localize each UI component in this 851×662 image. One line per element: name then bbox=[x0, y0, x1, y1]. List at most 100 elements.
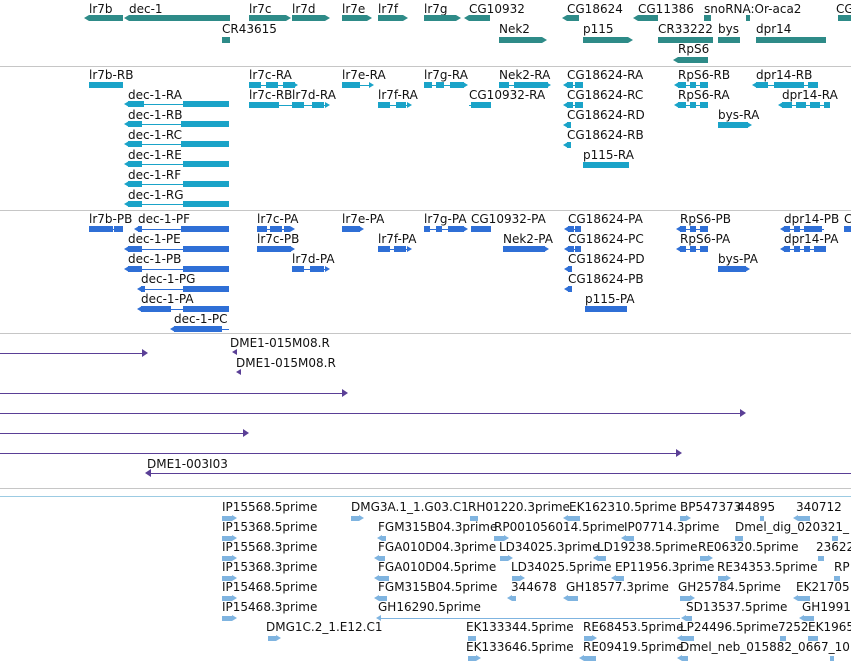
exon-glyph[interactable] bbox=[342, 82, 360, 88]
gene-glyph[interactable] bbox=[718, 37, 740, 43]
exon-glyph[interactable] bbox=[678, 102, 686, 108]
gene-glyph[interactable] bbox=[89, 15, 123, 21]
exon-glyph[interactable] bbox=[183, 306, 229, 312]
est-glyph[interactable] bbox=[379, 556, 385, 561]
gene-glyph[interactable] bbox=[638, 15, 658, 21]
est-glyph[interactable] bbox=[468, 636, 476, 641]
feature-label[interactable]: RH01220.3prime bbox=[468, 500, 570, 514]
feature-label[interactable]: snoRNA:Or-aca2 bbox=[704, 2, 802, 16]
est-glyph[interactable] bbox=[682, 656, 688, 661]
feature-label[interactable]: GH16290.5prime bbox=[378, 600, 481, 614]
exon-glyph[interactable] bbox=[128, 181, 142, 187]
feature-label[interactable]: dec-1-PB bbox=[128, 252, 182, 266]
feature-label[interactable]: FGA010D04.3prime bbox=[378, 540, 497, 554]
exon-glyph[interactable] bbox=[114, 226, 123, 232]
est-glyph[interactable] bbox=[584, 636, 592, 641]
feature-label[interactable]: EK133344.5prime bbox=[466, 620, 574, 634]
exon-glyph[interactable] bbox=[310, 266, 324, 272]
exon-glyph[interactable] bbox=[718, 266, 746, 272]
feature-label[interactable]: GH25784.5prime bbox=[678, 580, 781, 594]
exon-glyph[interactable] bbox=[183, 266, 229, 272]
exon-glyph[interactable] bbox=[567, 82, 573, 88]
feature-label[interactable]: RpS6-RB bbox=[678, 68, 731, 82]
feature-label[interactable]: BP547373 bbox=[680, 500, 742, 514]
gene-glyph[interactable] bbox=[292, 15, 325, 21]
feature-label[interactable]: GH1991 bbox=[802, 600, 851, 614]
exon-glyph[interactable] bbox=[575, 102, 583, 108]
feature-label[interactable]: dec-1-PE bbox=[128, 232, 181, 246]
exon-glyph[interactable] bbox=[690, 226, 696, 232]
est-glyph[interactable] bbox=[470, 516, 478, 521]
exon-glyph[interactable] bbox=[700, 246, 708, 252]
exon-glyph[interactable] bbox=[808, 82, 818, 88]
gene-glyph[interactable] bbox=[424, 15, 456, 21]
exon-glyph[interactable] bbox=[568, 266, 572, 272]
feature-label[interactable]: bys-RA bbox=[718, 108, 760, 122]
exon-glyph[interactable] bbox=[249, 102, 279, 108]
exon-glyph[interactable] bbox=[575, 226, 581, 232]
feature-label[interactable]: CR33222 bbox=[658, 22, 713, 36]
exon-glyph[interactable] bbox=[844, 226, 851, 232]
gene-glyph[interactable] bbox=[678, 57, 708, 63]
feature-label[interactable]: LP24496.5prime bbox=[680, 620, 779, 634]
feature-label[interactable]: lr7b-PB bbox=[89, 212, 133, 226]
feature-label[interactable]: RE06320.5prime bbox=[698, 540, 799, 554]
feature-label[interactable]: dec-1-RB bbox=[128, 108, 183, 122]
exon-glyph[interactable] bbox=[782, 102, 792, 108]
exon-glyph[interactable] bbox=[394, 246, 406, 252]
exon-glyph[interactable] bbox=[284, 226, 290, 232]
feature-label[interactable]: bys-PA bbox=[718, 252, 758, 266]
est-glyph[interactable] bbox=[808, 636, 818, 641]
exon-glyph[interactable] bbox=[141, 306, 171, 312]
exon-glyph[interactable] bbox=[567, 102, 573, 108]
est-glyph[interactable] bbox=[268, 636, 276, 641]
feature-label[interactable]: lr7c-RA bbox=[249, 68, 292, 82]
gene-glyph[interactable] bbox=[704, 15, 711, 21]
feature-label[interactable]: RE09419.5prime bbox=[583, 640, 684, 654]
feature-label[interactable]: dpr14-RB bbox=[756, 68, 813, 82]
exon-glyph[interactable] bbox=[257, 246, 291, 252]
gene-glyph[interactable] bbox=[129, 15, 230, 21]
est-glyph[interactable] bbox=[222, 596, 232, 601]
feature-label[interactable]: EK21705 bbox=[796, 580, 850, 594]
exon-glyph[interactable] bbox=[249, 82, 261, 88]
exon-glyph[interactable] bbox=[718, 122, 748, 128]
feature-label[interactable]: lr7e-PA bbox=[342, 212, 385, 226]
feature-label[interactable]: RpS6-PB bbox=[680, 212, 732, 226]
exon-glyph[interactable] bbox=[448, 226, 464, 232]
feature-label[interactable]: RE34353.5prime bbox=[717, 560, 818, 574]
feature-label[interactable]: RpS6-RA bbox=[678, 88, 730, 102]
exon-glyph[interactable] bbox=[499, 82, 509, 88]
exon-glyph[interactable] bbox=[89, 82, 123, 88]
feature-label[interactable]: LD34025.5prime bbox=[511, 560, 612, 574]
est-glyph[interactable] bbox=[798, 596, 810, 601]
est-glyph[interactable] bbox=[798, 516, 810, 521]
exon-glyph[interactable] bbox=[804, 246, 810, 252]
feature-label[interactable]: dec-1 bbox=[129, 2, 163, 16]
feature-label[interactable]: CG18624-PD bbox=[568, 252, 645, 266]
est-glyph[interactable] bbox=[682, 636, 694, 641]
exon-glyph[interactable] bbox=[128, 161, 142, 167]
exon-glyph[interactable] bbox=[183, 101, 229, 107]
feature-label[interactable]: IP07714.3prime bbox=[624, 520, 720, 534]
feature-label[interactable]: lr7b bbox=[89, 2, 113, 16]
est-glyph[interactable] bbox=[680, 596, 690, 601]
feature-label[interactable]: DME1-015M08.R bbox=[230, 336, 330, 350]
est-glyph[interactable] bbox=[382, 536, 386, 541]
feature-label[interactable]: dpr14 bbox=[756, 22, 792, 36]
feature-label[interactable]: RpS6 bbox=[678, 42, 710, 56]
exon-glyph[interactable] bbox=[183, 201, 229, 207]
feature-label[interactable]: dec-1-RC bbox=[128, 128, 183, 142]
exon-glyph[interactable] bbox=[503, 246, 545, 252]
exon-glyph[interactable] bbox=[575, 246, 581, 252]
exon-glyph[interactable] bbox=[128, 246, 142, 252]
feature-label[interactable]: IP15568.5prime bbox=[222, 500, 318, 514]
feature-label[interactable]: dec-1-PC bbox=[174, 312, 228, 326]
exon-glyph[interactable] bbox=[471, 226, 491, 232]
feature-label[interactable]: lr7d-PA bbox=[292, 252, 335, 266]
feature-label[interactable]: CG18624-PA bbox=[568, 212, 643, 226]
feature-label[interactable]: CG bbox=[836, 2, 851, 16]
feature-label[interactable]: CG11386 bbox=[638, 2, 694, 16]
feature-label[interactable]: lr7g bbox=[424, 2, 448, 16]
exon-glyph[interactable] bbox=[266, 82, 278, 88]
